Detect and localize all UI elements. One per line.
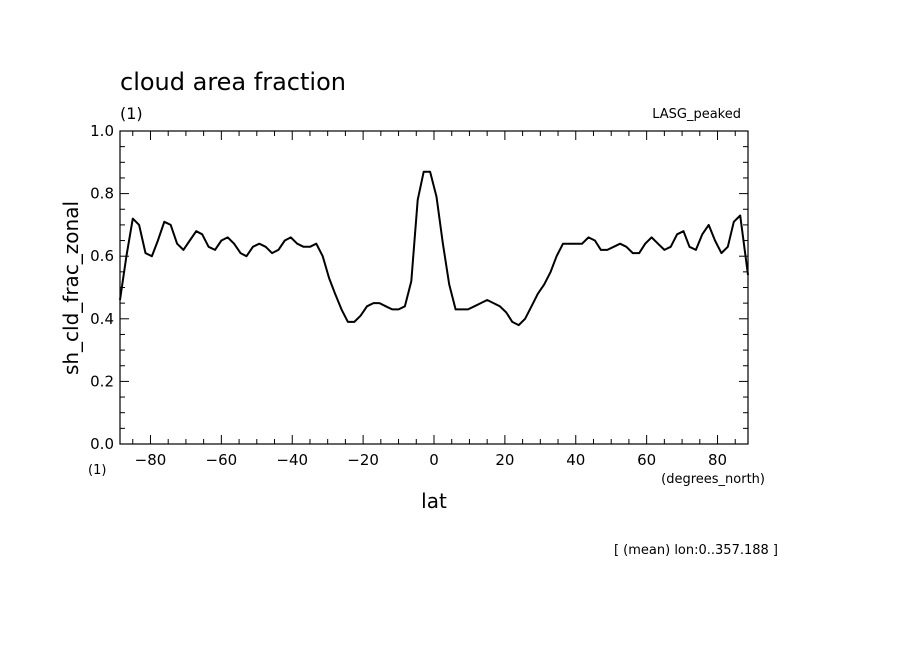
x-tick-label: 60 xyxy=(637,451,656,469)
x-tick-label: 0 xyxy=(429,451,439,469)
y-tick-label: 0.0 xyxy=(90,435,114,453)
y-axis-tick-labels: 0.0 0.2 0.4 0.6 0.8 1.0 xyxy=(90,122,114,453)
x-tick-label: −60 xyxy=(206,451,238,469)
x-tick-label: −40 xyxy=(276,451,308,469)
y-axis-ticks xyxy=(120,130,748,445)
x-tick-label: 40 xyxy=(566,451,585,469)
y-units-label: (1) xyxy=(120,104,143,123)
plot-frame xyxy=(119,130,749,445)
x-tick-label: −80 xyxy=(135,451,167,469)
y-tick-label: 0.4 xyxy=(90,310,114,328)
y-tick-label: 0.2 xyxy=(90,372,114,390)
series-line xyxy=(119,170,749,327)
y-tick-label: 0.8 xyxy=(90,185,114,203)
x-units-corner-label: (1) xyxy=(88,463,106,478)
x-tick-label: 20 xyxy=(495,451,514,469)
x-axis-ticks xyxy=(132,131,736,444)
y-tick-label: 0.6 xyxy=(90,247,114,265)
chart-title: cloud area fraction xyxy=(120,68,346,96)
x-tick-label: −20 xyxy=(347,451,379,469)
x-axis-title: lat xyxy=(421,489,447,513)
x-tick-label: 80 xyxy=(708,451,727,469)
x-units-label: (degrees_north) xyxy=(661,472,765,487)
footnote: [ (mean) lon:0..357.188 ] xyxy=(614,543,778,558)
y-axis-title: sh_cld_frac_zonal xyxy=(59,201,83,375)
x-axis-tick-labels: −80 −60 −40 −20 0 20 40 60 80 xyxy=(135,451,727,469)
y-tick-label: 1.0 xyxy=(90,122,114,140)
model-label: LASG_peaked xyxy=(652,107,741,122)
